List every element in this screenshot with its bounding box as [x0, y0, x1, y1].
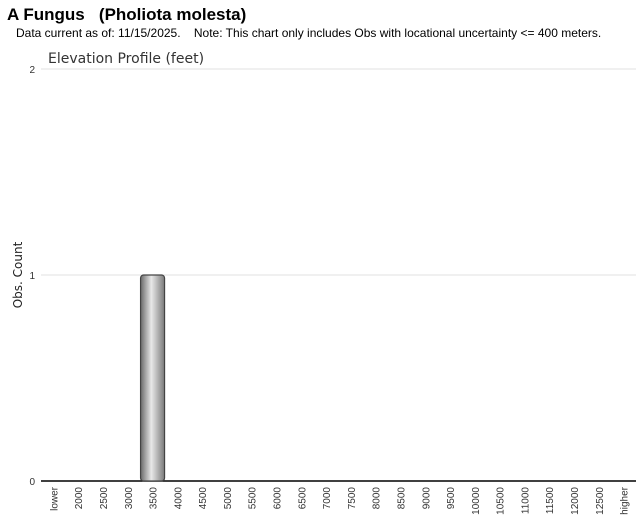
x-tick-label: 2000 — [74, 487, 85, 510]
x-tick-label: 3500 — [149, 487, 160, 510]
y-tick-label: 2 — [29, 65, 35, 76]
x-tick-label: 9000 — [421, 487, 432, 510]
x-tick-label: higher — [620, 486, 631, 514]
x-tick-label: lower — [49, 486, 60, 511]
x-tick-label: 11000 — [520, 487, 531, 515]
x-tick-label: 8500 — [396, 487, 407, 510]
x-tick-label: 6000 — [273, 487, 284, 510]
x-tick-label: 5000 — [223, 487, 234, 510]
x-tick-label: 7500 — [347, 487, 358, 510]
x-tick-label: 4500 — [198, 487, 209, 510]
x-tick-label: 10500 — [496, 487, 507, 515]
x-tick-label: 6500 — [297, 487, 308, 510]
y-tick-label: 0 — [29, 477, 35, 488]
x-tick-label: 12000 — [570, 487, 581, 515]
y-tick-label: 1 — [29, 271, 35, 282]
x-tick-label: 9500 — [446, 487, 457, 510]
x-tick-label: 10000 — [471, 487, 482, 515]
x-tick-label: 8000 — [372, 487, 383, 510]
x-tick-label: 2500 — [99, 487, 110, 510]
bar-3500[interactable] — [139, 274, 166, 482]
x-tick-label: 3000 — [124, 487, 135, 510]
x-tick-label: 4000 — [173, 487, 184, 510]
x-tick-label: 5500 — [248, 487, 259, 510]
x-tick-label: 7000 — [322, 487, 333, 510]
data-note: Data current as of: 11/15/2025. Note: Th… — [16, 26, 602, 40]
x-tick-label: 11500 — [545, 487, 556, 515]
page-title: A Fungus (Pholiota molesta) — [7, 5, 247, 24]
y-axis-label: Obs. Count — [11, 241, 25, 308]
chart-title: Elevation Profile (feet) — [48, 51, 204, 67]
x-tick-label: 12500 — [595, 487, 606, 515]
